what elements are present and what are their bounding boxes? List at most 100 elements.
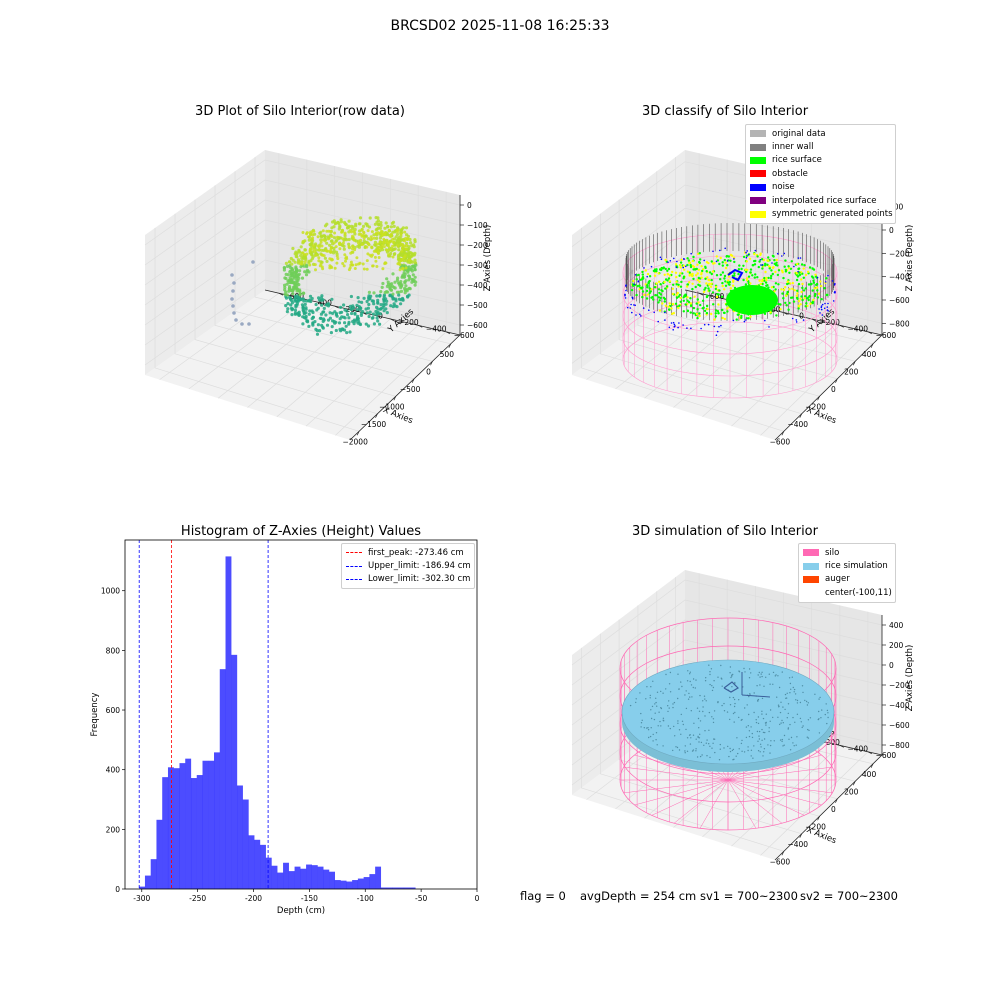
rice-point: [806, 704, 809, 706]
rice-point: [750, 672, 752, 674]
grid-line: [234, 171, 433, 362]
rice-point: [690, 710, 692, 712]
data-point: [336, 221, 340, 225]
data-point: [352, 238, 356, 242]
data-point: [357, 241, 360, 245]
rice-point: [705, 677, 707, 679]
data-point: [342, 244, 346, 248]
rice-point: [713, 680, 715, 682]
rice-point: [689, 743, 692, 745]
data-point: [305, 232, 309, 236]
rice-point: [806, 736, 808, 738]
rice-point: [704, 680, 707, 682]
data-point: [390, 282, 394, 286]
rice-point: [741, 718, 743, 721]
data-point: [347, 224, 351, 228]
rice-point: [748, 695, 750, 698]
z-tick-label: −200: [467, 241, 488, 250]
data-point: [310, 296, 314, 301]
rice-point: [744, 671, 746, 673]
rice-point: [677, 673, 679, 675]
data-point: [301, 251, 305, 255]
data-point: [293, 283, 297, 287]
data-point: [295, 252, 299, 256]
rice-point: [692, 686, 694, 689]
rice-point: [784, 693, 787, 696]
data-point: [297, 283, 301, 287]
x-tick-label: −2000: [342, 437, 368, 446]
rice-point: [809, 717, 812, 719]
rice-point: [719, 743, 721, 746]
data-point: [401, 267, 405, 271]
rice-point: [686, 737, 689, 739]
rice-point: [699, 733, 701, 735]
data-point: [396, 257, 401, 261]
data-point: [355, 317, 360, 321]
data-point: [321, 319, 325, 323]
rice-point: [687, 670, 689, 672]
rice-point: [738, 670, 740, 672]
data-point: [341, 262, 345, 265]
data-point: [404, 247, 408, 251]
rice-point: [668, 700, 670, 702]
data-point: [364, 322, 368, 326]
data-point: [334, 328, 338, 333]
data-point: [384, 302, 388, 306]
rice-point: [678, 688, 680, 690]
data-point: [321, 267, 325, 271]
rice-point: [660, 707, 662, 709]
data-point: [375, 220, 379, 224]
data-point: [379, 303, 383, 307]
data-point: [372, 249, 376, 253]
rice-point: [672, 703, 674, 705]
rice-point: [786, 717, 788, 719]
rice-point: [737, 752, 739, 755]
rice-point: [647, 729, 650, 731]
data-point: [294, 280, 298, 284]
data-point: [378, 240, 382, 244]
data-point: [392, 224, 396, 228]
rice-point: [667, 710, 669, 713]
data-point: [391, 220, 396, 224]
legend-swatch: [803, 549, 819, 557]
x-tick-label: −1500: [361, 420, 387, 429]
rice-point: [826, 709, 829, 712]
data-point: [317, 245, 321, 249]
data-point: [342, 264, 346, 268]
rice-point: [729, 747, 731, 750]
rice-point: [688, 692, 690, 695]
data-point: [347, 237, 351, 242]
data-point: [305, 263, 309, 267]
rice-point: [759, 751, 761, 753]
data-point: [334, 311, 338, 316]
rice-point: [650, 727, 652, 729]
data-point: [283, 283, 287, 287]
data-point: [395, 290, 399, 294]
data-point: [409, 241, 413, 245]
data-point: [287, 279, 291, 283]
data-point: [315, 332, 320, 336]
data-point: [337, 321, 342, 325]
data-point: [283, 276, 287, 280]
data-point: [291, 246, 295, 251]
data-point: [319, 238, 323, 242]
rice-point: [761, 675, 763, 678]
data-point: [371, 312, 375, 316]
data-point: [351, 236, 355, 239]
data-point: [354, 222, 358, 226]
data-point: [336, 235, 339, 239]
data-point: [382, 295, 386, 299]
data-point: [352, 318, 356, 322]
rice-point: [788, 677, 791, 679]
data-point: [405, 241, 409, 245]
data-point: [413, 275, 417, 279]
rice-point: [783, 744, 785, 746]
rice-point: [727, 745, 729, 748]
rice-point: [720, 677, 722, 679]
rice-point: [807, 728, 809, 731]
rice-point: [682, 723, 684, 726]
rice-point: [662, 745, 664, 747]
rice-point: [792, 686, 794, 689]
x-tick: [430, 361, 433, 366]
data-point: [378, 307, 382, 311]
